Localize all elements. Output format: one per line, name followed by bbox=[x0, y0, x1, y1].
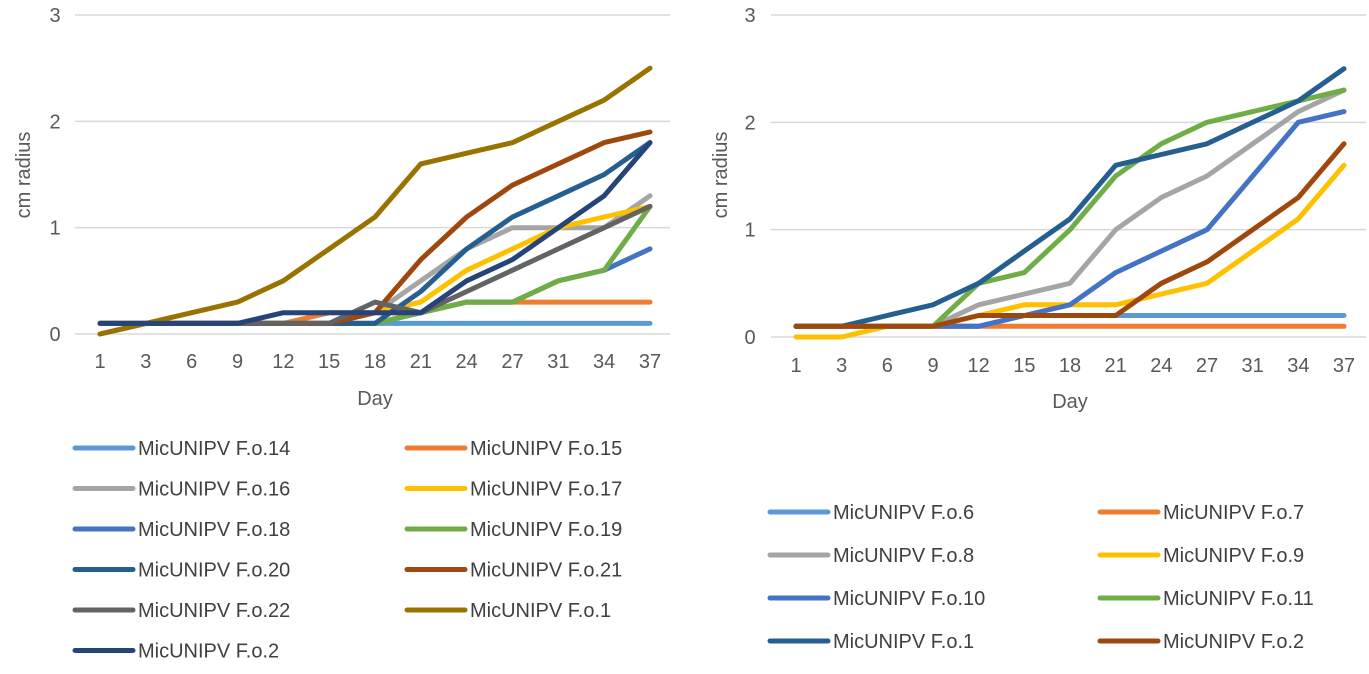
x-tick-label: 21 bbox=[1105, 355, 1127, 377]
x-tick-label: 27 bbox=[501, 351, 523, 373]
legend-label: MicUNIPV F.o.8 bbox=[833, 545, 974, 567]
legend-label: MicUNIPV F.o.20 bbox=[138, 560, 290, 582]
x-tick-label: 15 bbox=[318, 351, 340, 373]
x-tick-label: 1 bbox=[94, 351, 105, 373]
x-tick-label: 9 bbox=[927, 355, 938, 377]
legend-label: MicUNIPV F.o.7 bbox=[1163, 502, 1304, 524]
y-axis-title: cm radius bbox=[13, 132, 35, 219]
x-tick-label: 6 bbox=[186, 351, 197, 373]
x-tick-label: 6 bbox=[882, 355, 893, 377]
series-line bbox=[97, 140, 653, 326]
x-tick-label: 24 bbox=[1150, 355, 1172, 377]
x-tick-label: 3 bbox=[836, 355, 847, 377]
legend-label: MicUNIPV F.o.14 bbox=[138, 438, 290, 460]
legend-label: MicUNIPV F.o.19 bbox=[470, 519, 622, 541]
legend-label: MicUNIPV F.o.16 bbox=[138, 479, 290, 501]
x-tick-label: 27 bbox=[1196, 355, 1218, 377]
y-tick-label: 1 bbox=[744, 220, 755, 242]
y-axis-title: cm radius bbox=[710, 132, 732, 219]
y-tick-label: 3 bbox=[744, 5, 755, 27]
y-tick-label: 2 bbox=[49, 111, 60, 133]
legend-label: MicUNIPV F.o.2 bbox=[138, 641, 279, 663]
legend: MicUNIPV F.o.14 MicUNIPV F.o.15 MicUNIPV F… bbox=[72, 438, 622, 663]
legend-label: MicUNIPV F.o.21 bbox=[470, 560, 622, 582]
series-line bbox=[793, 162, 1347, 340]
x-tick-label: 12 bbox=[968, 355, 990, 377]
legend-label: MicUNIPV F.o.22 bbox=[138, 600, 290, 622]
legend-label: MicUNIPV F.o.2 bbox=[1163, 631, 1304, 653]
series-line bbox=[97, 140, 653, 326]
y-tick-label: 1 bbox=[49, 218, 60, 240]
legend-label: MicUNIPV F.o.15 bbox=[470, 438, 622, 460]
y-tick-label: 2 bbox=[744, 112, 755, 134]
y-tick-label: 0 bbox=[744, 327, 755, 349]
series-line bbox=[793, 66, 1347, 329]
x-tick-label: 31 bbox=[547, 351, 569, 373]
series-line bbox=[793, 87, 1347, 329]
legend-label: MicUNIPV F.o.1 bbox=[833, 631, 974, 653]
y-tick-label: 0 bbox=[49, 324, 60, 346]
x-tick-label: 18 bbox=[364, 351, 386, 373]
x-axis-title: Day bbox=[1052, 391, 1088, 413]
x-tick-label: 34 bbox=[1287, 355, 1309, 377]
x-tick-label: 21 bbox=[410, 351, 432, 373]
x-tick-label: 12 bbox=[272, 351, 294, 373]
x-tick-label: 15 bbox=[1013, 355, 1035, 377]
x-tick-label: 37 bbox=[639, 351, 661, 373]
x-axis-title: Day bbox=[357, 388, 393, 410]
legend-label: MicUNIPV F.o.6 bbox=[833, 502, 974, 524]
y-tick-label: 3 bbox=[49, 5, 60, 27]
legend-label: MicUNIPV F.o.17 bbox=[470, 479, 622, 501]
legend: MicUNIPV F.o.6 MicUNIPV F.o.7 MicUNIPV F.o… bbox=[767, 502, 1314, 653]
series-line bbox=[793, 141, 1347, 329]
x-tick-label: 9 bbox=[232, 351, 243, 373]
x-tick-label: 24 bbox=[456, 351, 478, 373]
x-tick-label: 37 bbox=[1333, 355, 1355, 377]
legend-label: MicUNIPV F.o.9 bbox=[1163, 545, 1304, 567]
x-tick-label: 34 bbox=[593, 351, 615, 373]
series-line bbox=[97, 65, 653, 337]
x-tick-label: 3 bbox=[140, 351, 151, 373]
legend-label: MicUNIPV F.o.18 bbox=[138, 519, 290, 541]
x-tick-label: 18 bbox=[1059, 355, 1081, 377]
legend-label: MicUNIPV F.o.10 bbox=[833, 588, 985, 610]
legend-label: MicUNIPV F.o.1 bbox=[470, 600, 611, 622]
x-tick-label: 31 bbox=[1242, 355, 1264, 377]
series-line bbox=[793, 87, 1347, 329]
x-tick-label: 1 bbox=[790, 355, 801, 377]
legend-label: MicUNIPV F.o.11 bbox=[1163, 588, 1314, 610]
